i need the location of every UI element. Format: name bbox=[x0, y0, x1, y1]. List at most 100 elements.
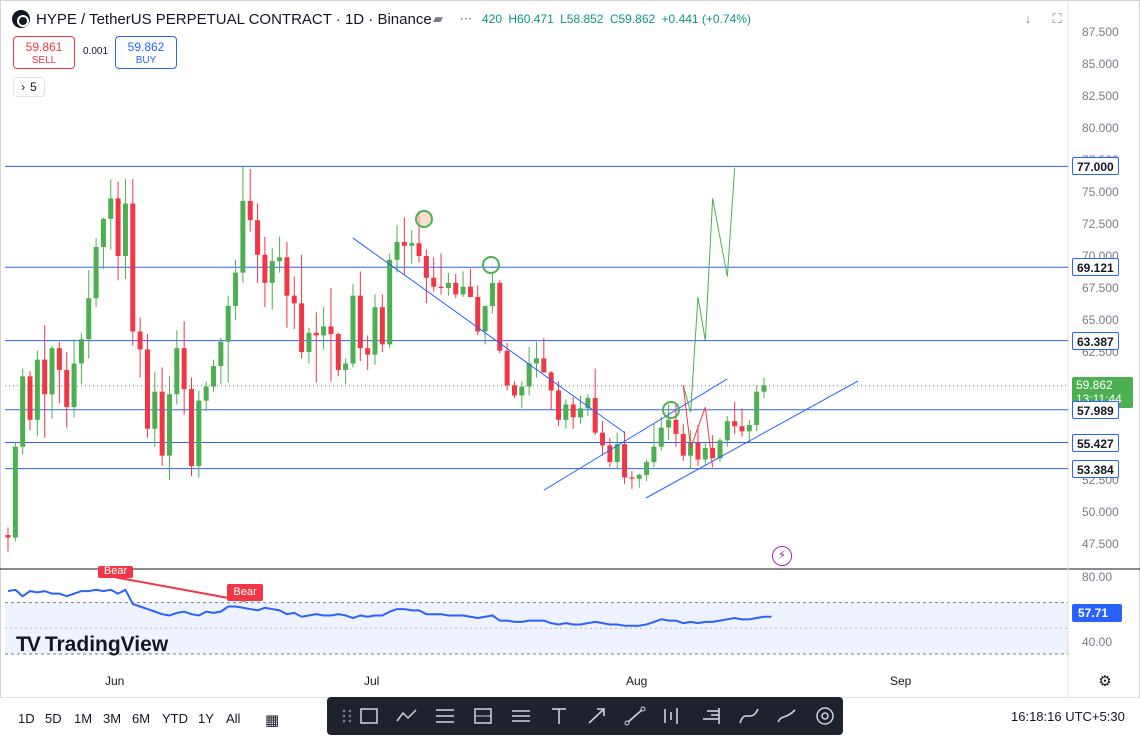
candle-body bbox=[673, 419, 679, 434]
candle-body bbox=[203, 386, 209, 401]
flash-icon[interactable]: ⚡ bbox=[772, 546, 792, 566]
text-icon[interactable] bbox=[547, 706, 571, 726]
rsi-value-tag: 57.71 bbox=[1072, 604, 1122, 622]
candle-body bbox=[255, 220, 261, 255]
candle-body bbox=[387, 259, 393, 345]
range-6m[interactable]: 6M bbox=[132, 711, 151, 726]
candle-body bbox=[511, 385, 517, 396]
time-label-jul: Jul bbox=[364, 674, 380, 688]
range-1m[interactable]: 1M bbox=[74, 711, 93, 726]
candle-body bbox=[350, 295, 356, 364]
path-curve-icon[interactable] bbox=[737, 706, 761, 726]
candle-body bbox=[78, 339, 84, 364]
candle-body bbox=[607, 445, 613, 463]
buy-price: 59.862 bbox=[127, 40, 165, 54]
candle-body bbox=[189, 389, 194, 466]
candle-body bbox=[49, 348, 55, 395]
candle-body bbox=[42, 359, 48, 395]
candle-body bbox=[563, 404, 569, 420]
candle-body bbox=[688, 442, 694, 456]
candle-body bbox=[754, 391, 760, 425]
price-tick: 82.500 bbox=[1082, 89, 1119, 103]
brush-icon[interactable] bbox=[775, 706, 799, 726]
settings-icon[interactable]: ⚙ bbox=[1098, 673, 1112, 690]
candle-body bbox=[578, 408, 584, 418]
candle-body bbox=[313, 332, 319, 336]
candle-body bbox=[409, 243, 415, 246]
level-tag: 63.387 bbox=[1072, 331, 1119, 350]
candle-body bbox=[438, 286, 444, 288]
candle-body bbox=[710, 448, 716, 459]
symbol-header[interactable]: HYPE / TetherUS PERPETUAL CONTRACT · 1D … bbox=[12, 8, 432, 30]
path-icon[interactable] bbox=[395, 706, 419, 726]
rsi-pane bbox=[5, 576, 1068, 655]
candle-body bbox=[343, 363, 349, 370]
candle-body bbox=[761, 385, 767, 392]
drawings bbox=[352, 167, 859, 499]
symbol-title[interactable]: HYPE / TetherUS PERPETUAL CONTRACT · 1D … bbox=[36, 10, 432, 28]
range-3m[interactable]: 3M bbox=[103, 711, 122, 726]
more-icon[interactable]: ⋯ bbox=[459, 11, 473, 26]
target-icon[interactable] bbox=[813, 706, 837, 726]
candle-body bbox=[680, 433, 686, 456]
range-5d[interactable]: 5D bbox=[45, 711, 62, 726]
level-tag: 57.989 bbox=[1072, 400, 1119, 419]
parallel-channel-icon[interactable] bbox=[509, 706, 533, 726]
volume-profile-icon[interactable] bbox=[699, 706, 723, 726]
highlight-circle bbox=[662, 401, 680, 419]
level-tag: 69.121 bbox=[1072, 258, 1119, 277]
chevron-down-icon[interactable]: ↓ bbox=[1024, 11, 1032, 26]
indicator-count: 5 bbox=[30, 80, 37, 94]
range-1d[interactable]: 1D bbox=[18, 711, 35, 726]
candle-body bbox=[233, 272, 239, 306]
candle-body bbox=[71, 363, 77, 408]
level-tag: 55.427 bbox=[1072, 433, 1119, 452]
candle-body bbox=[181, 348, 187, 390]
bear-divergence-line bbox=[113, 576, 246, 602]
arrow-icon[interactable] bbox=[585, 706, 609, 726]
candle-body bbox=[592, 398, 598, 433]
tradingview-logo[interactable]: TV TradingView bbox=[16, 633, 168, 657]
candle-body bbox=[211, 366, 217, 387]
fullscreen-icon[interactable]: ⛶ bbox=[1052, 11, 1062, 26]
indicators-toggle[interactable]: › 5 bbox=[13, 77, 45, 97]
rsi-line bbox=[7, 588, 772, 627]
clock[interactable]: 16:18:16 UTC+5:30 bbox=[1011, 709, 1125, 724]
range-1y[interactable]: 1Y bbox=[198, 711, 214, 726]
price-tick: 67.500 bbox=[1082, 281, 1119, 295]
candle-body bbox=[159, 391, 165, 456]
sell-button[interactable]: 59.861 SELL bbox=[13, 36, 75, 69]
range-all[interactable]: All bbox=[226, 711, 241, 726]
compare-icon[interactable]: ▰ bbox=[433, 11, 443, 26]
fib-icon[interactable] bbox=[433, 706, 457, 726]
projection-down-path bbox=[682, 385, 714, 468]
candle-body bbox=[666, 419, 672, 428]
ohlc-high: H60.471 bbox=[508, 12, 554, 26]
candle-body bbox=[93, 247, 99, 299]
bars-pattern-icon[interactable] bbox=[659, 706, 683, 726]
drag-handle-icon[interactable] bbox=[335, 706, 359, 726]
buy-button[interactable]: 59.862 BUY bbox=[115, 36, 177, 69]
candle-body bbox=[453, 282, 459, 295]
candle-body bbox=[570, 404, 576, 418]
candle-body bbox=[526, 363, 532, 387]
candle-body bbox=[218, 341, 224, 367]
candle-body bbox=[27, 376, 33, 420]
price-tick: 65.000 bbox=[1082, 313, 1119, 327]
ohlc-close: C59.862 bbox=[609, 12, 656, 26]
long-position-icon[interactable] bbox=[471, 706, 495, 726]
candle-body bbox=[401, 241, 407, 246]
trend-line-icon[interactable] bbox=[623, 706, 647, 726]
range-ytd[interactable]: YTD bbox=[162, 711, 188, 726]
candle-body bbox=[56, 348, 62, 370]
candle-body bbox=[328, 326, 334, 335]
candle-body bbox=[321, 326, 327, 336]
rsi-axis-top: 80.00 bbox=[1082, 570, 1113, 584]
calendar-range-icon[interactable]: ▦ bbox=[265, 712, 280, 729]
candle-body bbox=[240, 200, 246, 273]
candle-body bbox=[100, 218, 106, 248]
rectangle-icon[interactable] bbox=[357, 706, 381, 726]
candle-body bbox=[64, 369, 70, 408]
level-tag: 53.384 bbox=[1072, 459, 1119, 478]
